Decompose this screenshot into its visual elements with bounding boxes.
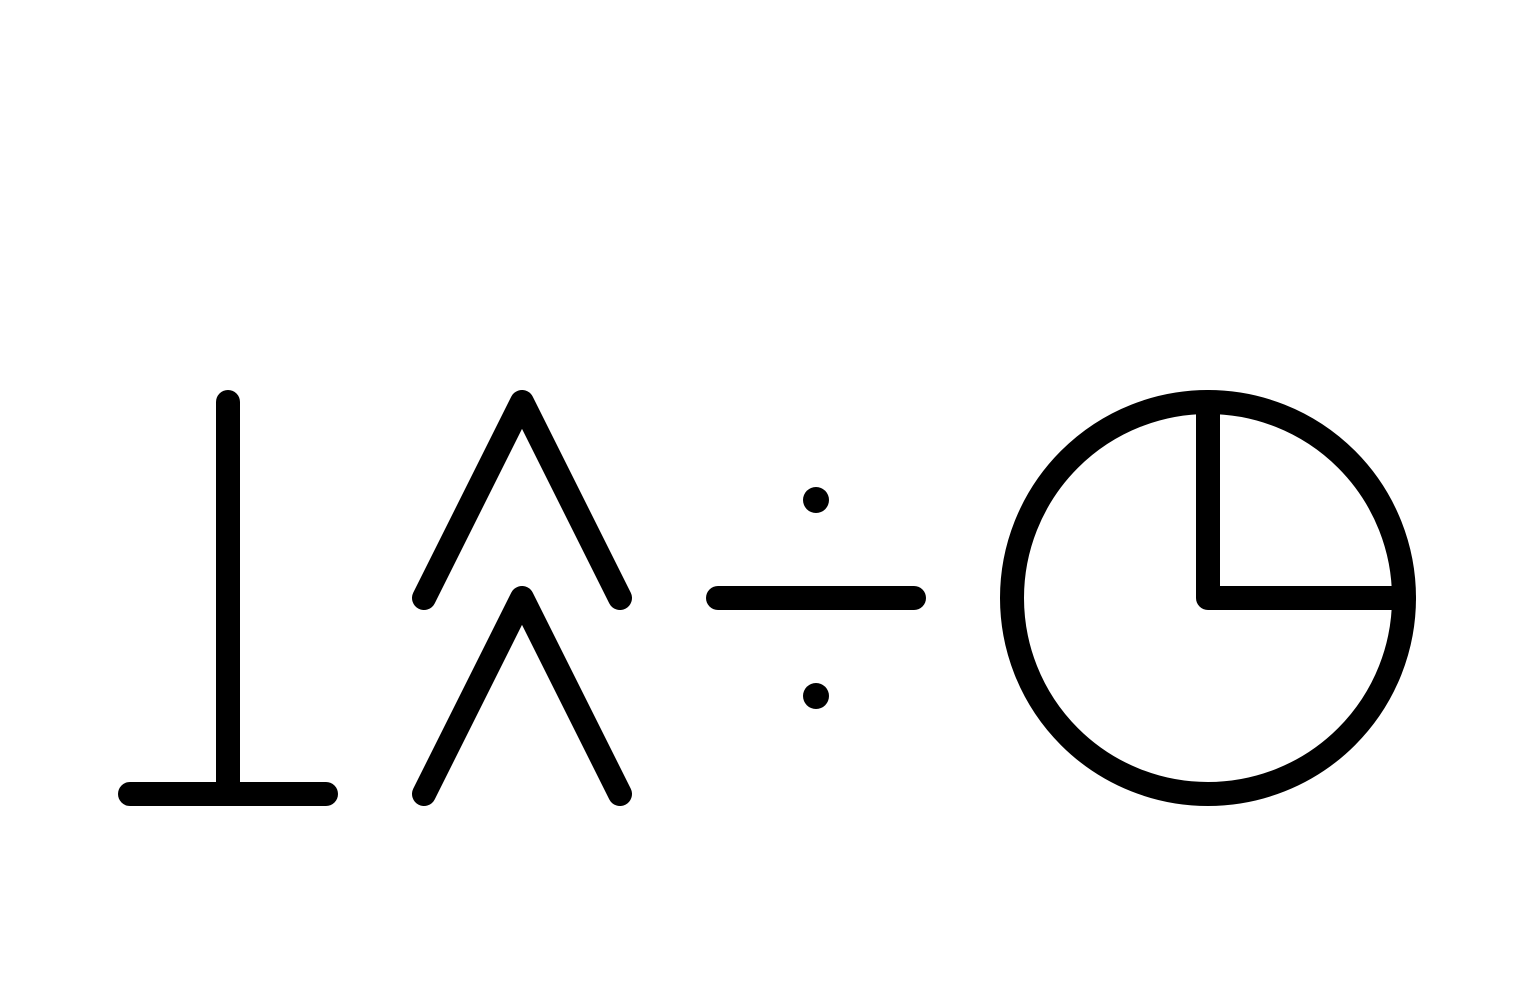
- lower-wedge: [412, 586, 632, 806]
- division-bottom-dot: [803, 683, 829, 709]
- up-tack-icon: [118, 390, 338, 806]
- upper-wedge: [412, 390, 632, 610]
- quarter-circle-icon: [1000, 390, 1416, 806]
- division-top-dot: [803, 487, 829, 513]
- double-wedge-icon: [412, 390, 632, 806]
- division-sign-icon: [706, 487, 926, 709]
